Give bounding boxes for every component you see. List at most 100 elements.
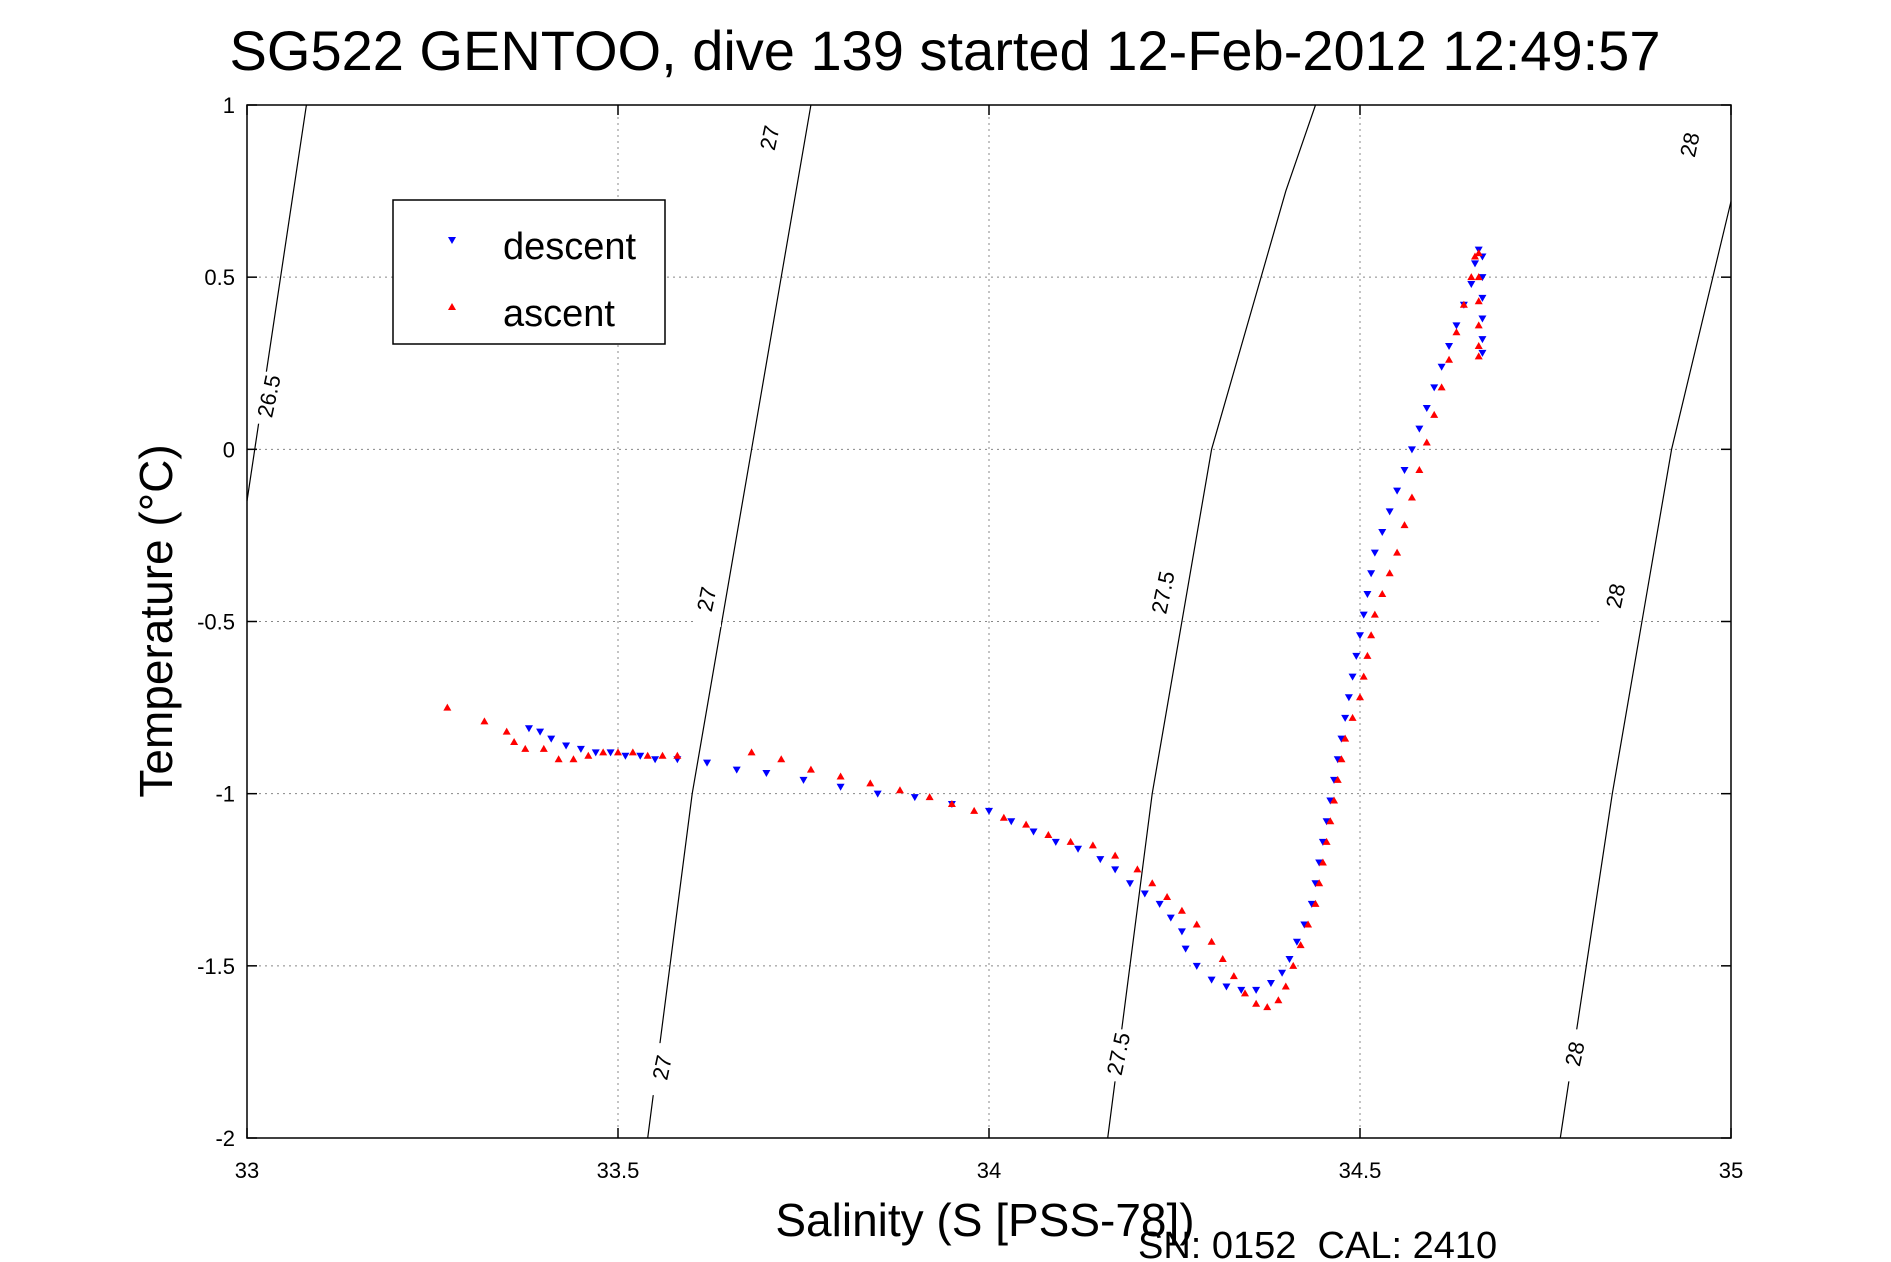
descent-point xyxy=(1292,938,1301,946)
descent-point xyxy=(621,752,630,760)
ascent-point xyxy=(658,751,667,759)
ascent-point xyxy=(539,744,548,752)
ascent-point xyxy=(1281,982,1290,990)
ascent-point xyxy=(1378,589,1387,597)
density-contour-28 xyxy=(1559,201,1732,1139)
descent-point xyxy=(1352,652,1361,660)
data-series xyxy=(443,246,1487,1011)
ascent-point xyxy=(673,751,682,759)
ascent-point xyxy=(1341,734,1350,742)
contour-label-bg xyxy=(255,371,284,424)
descent-point xyxy=(1407,446,1416,454)
ascent-point xyxy=(1088,841,1097,849)
descent-point xyxy=(1370,549,1379,557)
x-tick-label: 35 xyxy=(1719,1158,1743,1183)
descent-point xyxy=(1337,735,1346,743)
ascent-point xyxy=(1415,465,1424,473)
descent-point xyxy=(1307,900,1316,908)
ascent-point xyxy=(1207,937,1216,945)
descent-point xyxy=(1452,322,1461,330)
descent-point xyxy=(1096,856,1105,864)
descent-point xyxy=(1051,838,1060,846)
ascent-point xyxy=(1333,775,1342,783)
descent-point xyxy=(1111,866,1120,874)
chart-title: SG522 GENTOO, dive 139 started 12-Feb-20… xyxy=(230,19,1661,82)
y-tick-label: -1.5 xyxy=(197,954,235,979)
ascent-point xyxy=(1229,972,1238,980)
descent-point xyxy=(1478,294,1487,302)
ascent-point xyxy=(1367,631,1376,639)
descent-point xyxy=(910,794,919,802)
ascent-point xyxy=(1400,521,1409,529)
ascent-point xyxy=(1422,438,1431,446)
ascent-point xyxy=(584,751,593,759)
descent-point xyxy=(1222,983,1231,991)
contour-label: 27 xyxy=(647,1053,677,1082)
ascent-point xyxy=(836,772,845,780)
ascent-point xyxy=(1393,548,1402,556)
ascent-point xyxy=(1240,989,1249,997)
ascent-point xyxy=(1177,906,1186,914)
ascent-point xyxy=(1467,273,1476,281)
contour-label: 28 xyxy=(1601,581,1631,610)
y-tick-label: -1 xyxy=(215,782,235,807)
descent-point xyxy=(732,766,741,774)
contour-label-bg xyxy=(648,1043,677,1096)
ascent-point xyxy=(1304,920,1313,928)
y-tick-label: -2 xyxy=(215,1126,235,1151)
serial-calibration-note: SN: 0152 CAL: 2410 xyxy=(1138,1225,1497,1262)
ascent-point xyxy=(1359,672,1368,680)
x-tick-label: 33.5 xyxy=(597,1158,640,1183)
x-tick-label: 34.5 xyxy=(1339,1158,1382,1183)
descent-point xyxy=(1356,632,1364,640)
ascent-point xyxy=(554,755,563,763)
descent-point xyxy=(651,756,660,764)
descent-point xyxy=(1181,945,1190,953)
ascent-point xyxy=(502,727,511,735)
contour-label-bg xyxy=(1676,120,1705,173)
ascent-point xyxy=(1044,830,1053,838)
descent-point xyxy=(1437,363,1446,371)
ascent-point xyxy=(1474,273,1483,281)
density-contour-27 xyxy=(647,104,812,1139)
ascent-point xyxy=(1363,651,1372,659)
descent-point xyxy=(591,749,600,757)
ascent-point xyxy=(1296,941,1305,949)
descent-point xyxy=(1155,900,1164,908)
descent-point xyxy=(1322,818,1331,826)
ascent-point xyxy=(1348,713,1357,721)
ascent-point xyxy=(970,806,979,814)
descent-point xyxy=(1445,343,1454,351)
descent-point xyxy=(1007,818,1016,826)
ascent-point xyxy=(1274,996,1283,1004)
descent-point xyxy=(1478,274,1487,282)
descent-point xyxy=(1326,797,1335,805)
ascent-point xyxy=(1289,961,1298,969)
ascent-point xyxy=(777,755,786,763)
descent-point xyxy=(1330,776,1339,784)
y-tick-label: 0 xyxy=(223,437,235,462)
ascent-point xyxy=(1263,1003,1272,1011)
contour-label-bg xyxy=(1601,571,1630,624)
ascent-point xyxy=(1326,817,1335,825)
ascent-point xyxy=(999,813,1008,821)
ascent-point xyxy=(1459,300,1468,308)
ascent-point xyxy=(1445,355,1454,363)
ascent-point xyxy=(643,751,652,759)
ascent-point xyxy=(1474,342,1483,350)
y-tick-label: 1 xyxy=(223,93,235,118)
ascent-point xyxy=(1474,321,1483,329)
ascent-point xyxy=(443,703,452,711)
x-axis-label: Salinity (S [PSS-78]) xyxy=(775,1194,1194,1246)
descent-point xyxy=(1471,260,1480,268)
ascent-point xyxy=(510,738,519,746)
ascent-point xyxy=(947,799,956,807)
contour-label: 28 xyxy=(1560,1039,1590,1068)
ascent-point xyxy=(1356,693,1364,701)
descent-point xyxy=(1177,928,1186,936)
x-tick-label: 34 xyxy=(977,1158,1001,1183)
axis-ticks: 33 33.5 34 34.5 35 1 0.5 0 -0.5 -1 -1.5 -2 xyxy=(197,93,1743,1183)
ascent-point xyxy=(1437,383,1446,391)
contour-label: 28 xyxy=(1675,130,1705,159)
